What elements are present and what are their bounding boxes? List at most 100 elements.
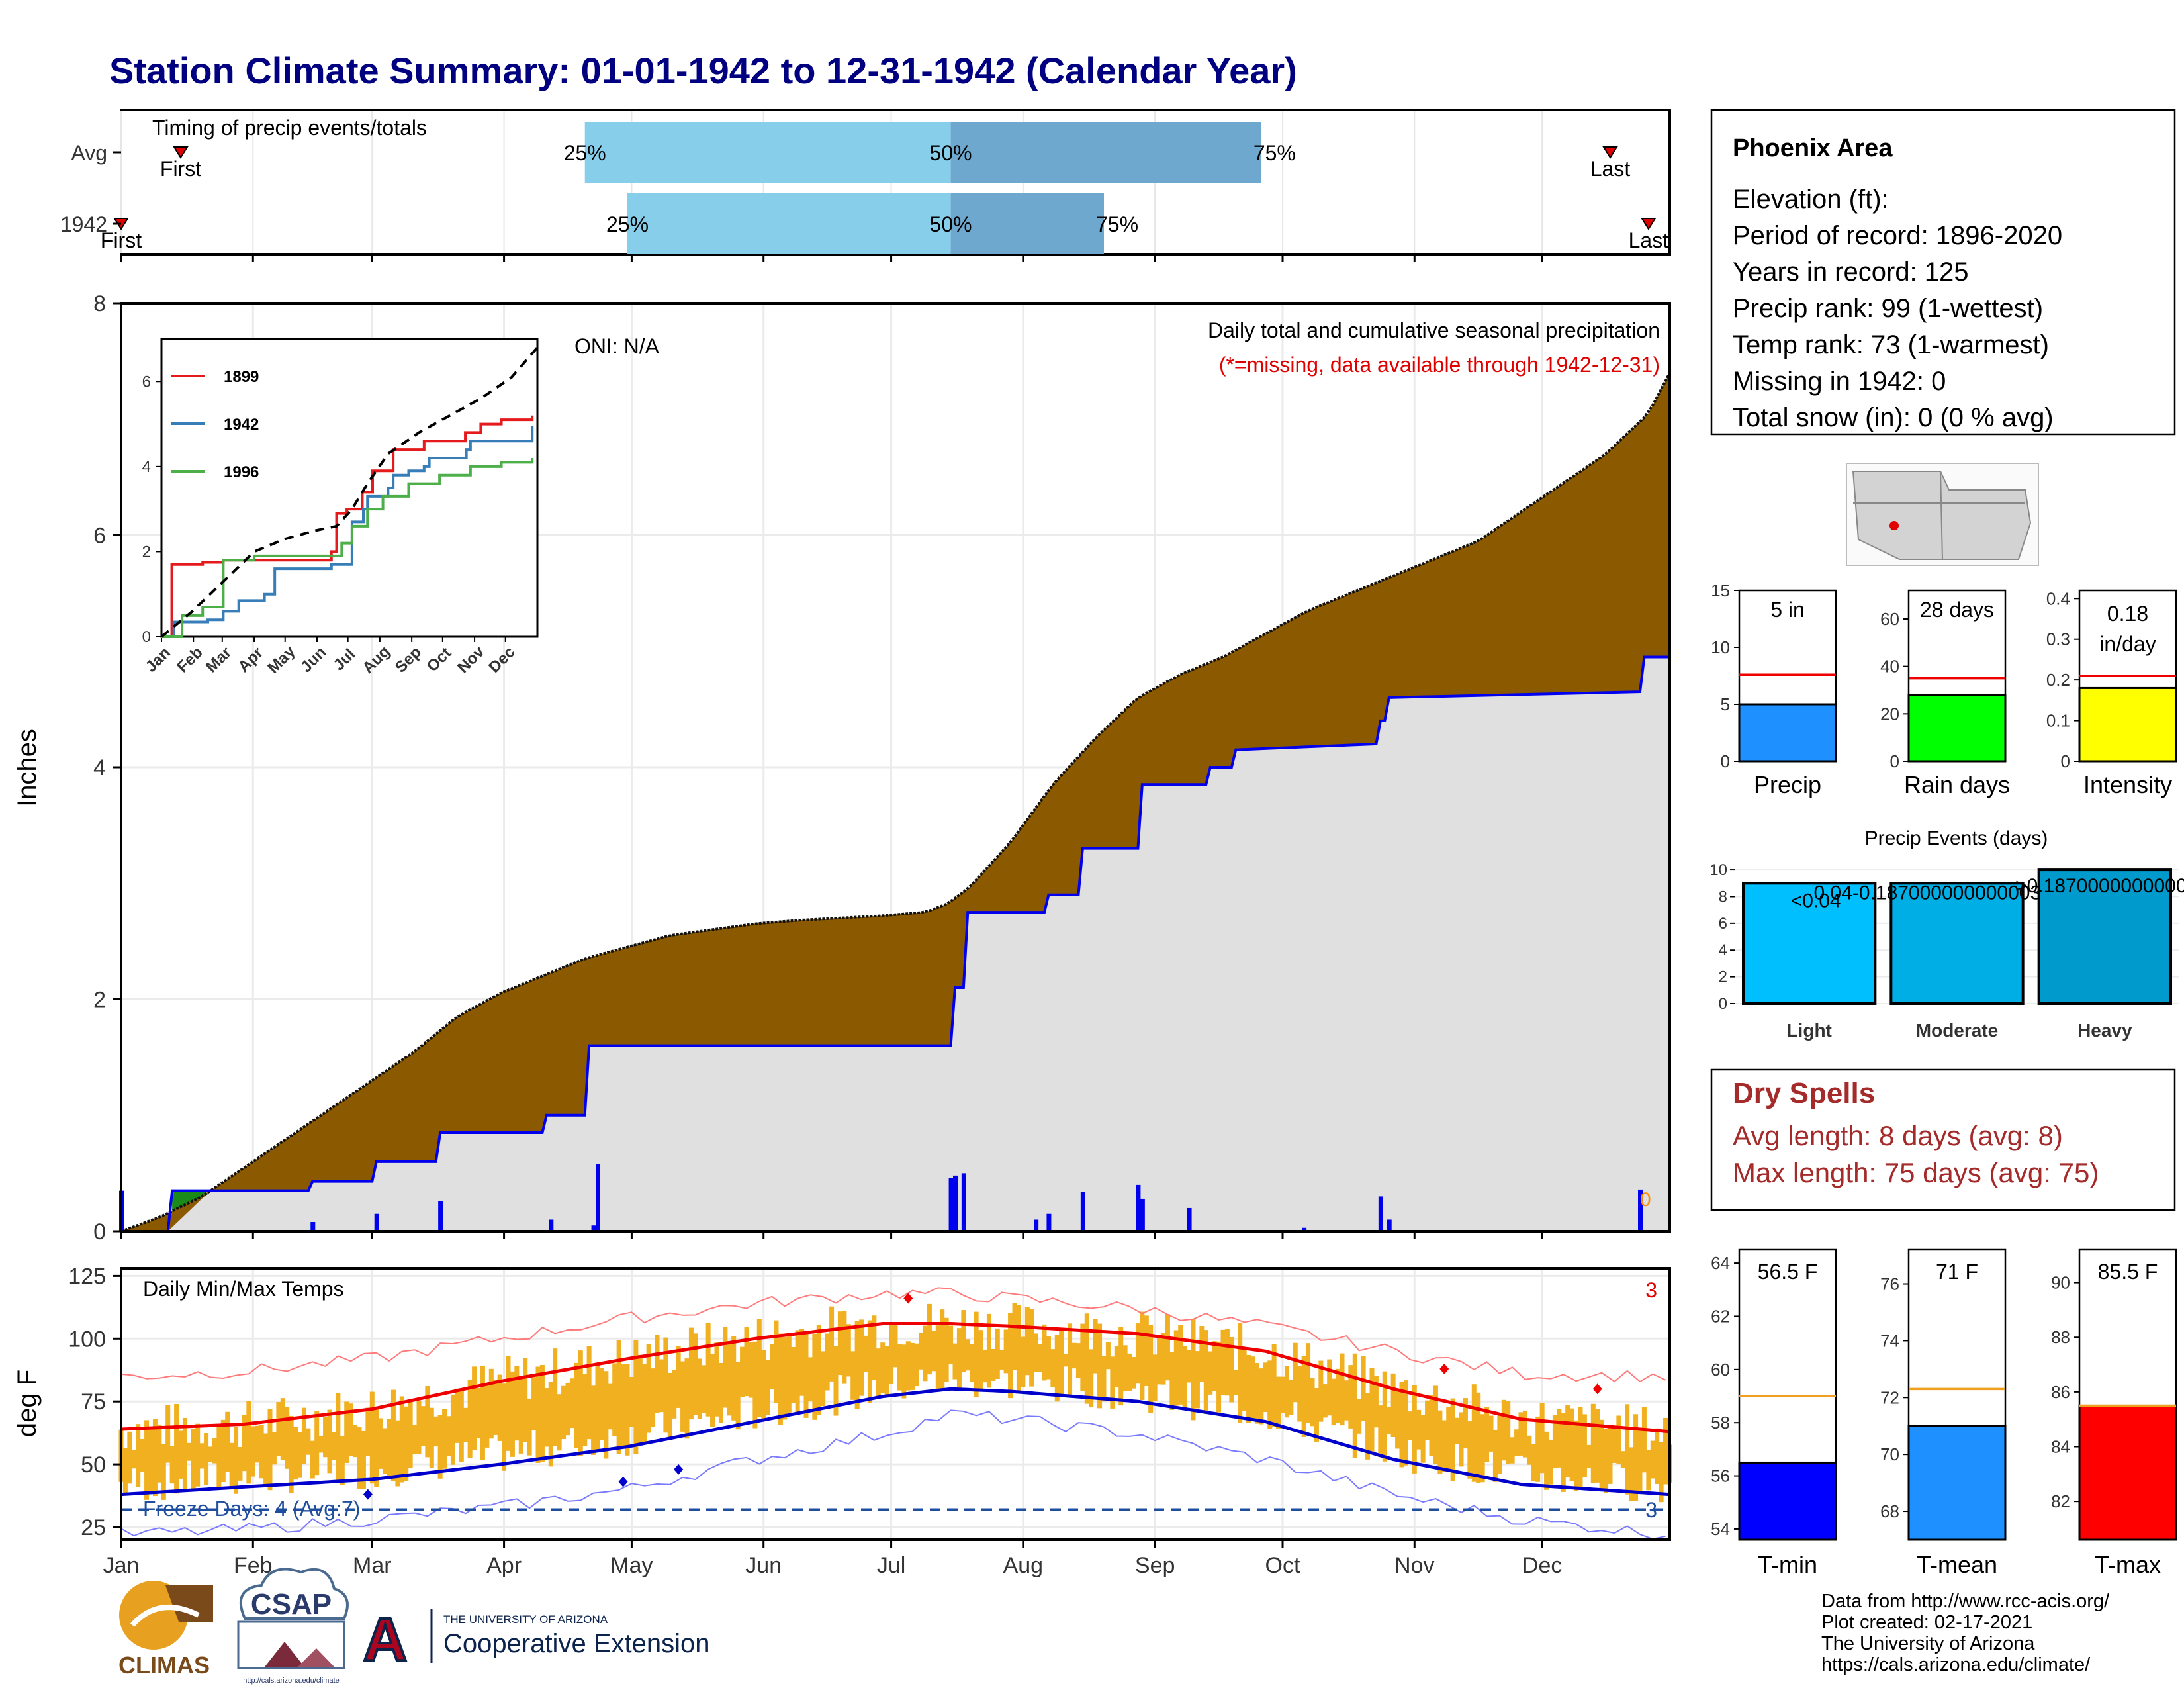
daily-temp-bar [1173,1330,1179,1406]
daily-temp-bar [182,1417,187,1489]
daily-temp-bar [1365,1393,1371,1460]
daily-temp-bar [986,1313,991,1388]
daily-temp-bar [1071,1342,1077,1369]
daily-temp-bar [854,1321,860,1409]
daily-temp-bar [910,1342,915,1390]
daily-temp-bar [569,1378,574,1429]
daily-temp-bar [582,1374,588,1446]
timing-q75-label: 75% [1253,141,1296,165]
record-max-line [120,1287,1666,1383]
daily-temp-bar [416,1401,422,1454]
daily-temp-bar [497,1374,502,1441]
daily-precip-bar [310,1221,316,1231]
locator-map [1846,463,2039,566]
climas-logo: CLIMAS [118,1581,213,1679]
daily-temp-bar [1267,1360,1273,1429]
daily-temp-bar [1441,1420,1447,1473]
first-event-marker [173,146,189,159]
daily-temp-bar [637,1354,643,1443]
daily-temp-bar [774,1320,779,1403]
daily-temp-bar [318,1435,324,1453]
daily-temp-bar [1322,1384,1328,1418]
daily-temp-bar [383,1428,388,1474]
precip-events-chart: Precip Events (days) 0 2 4 6 8 10 Light Moderat… [1709,827,2184,1041]
summary-y-tick-label: 20 [1880,704,1899,724]
timing-q50-label: 50% [930,141,972,165]
daily-temp-bar [1467,1421,1473,1479]
timing-q25-label: 25% [564,141,606,165]
daily-temp-bar [829,1306,835,1382]
daily-temp-bar [220,1419,226,1483]
daily-temp-bar [484,1384,490,1448]
daily-temp-bar [1080,1323,1085,1391]
daily-temp-bar [1459,1412,1464,1467]
precip-y-axis: 0 2 4 6 8 [93,291,1543,1244]
summary-bar-label: Intensity [2083,771,2172,798]
daily-temp-bar [1633,1414,1639,1501]
timing-panel: 25% 50% 75% First Last Avg 25% 50% 75% First Last 1… [60,109,1671,262]
daily-precip-bar [1302,1227,1307,1231]
climas-logo-text: CLIMAS [118,1652,210,1679]
daily-temp-bar [833,1346,839,1416]
daily-temp-bar [676,1346,681,1408]
temp-summary-y-tick-label: 72 [1880,1387,1899,1407]
daily-temp-bar [1480,1414,1485,1483]
daily-temp-bar [884,1346,889,1396]
daily-temp-bar [1604,1429,1609,1493]
temp-lines [120,1287,1670,1540]
summary-y-tick-label: 0.3 [2046,630,2070,649]
daily-temp-bar [208,1446,213,1462]
daily-precip-bar [961,1173,966,1231]
daily-temp-bar [280,1398,285,1460]
inset-series-line [161,458,534,638]
credit-line: The University of Arizona [1821,1633,2035,1654]
daily-temp-bar [1152,1354,1158,1401]
summary-value-label: 0.18 [2107,602,2148,626]
daily-temp-bar [348,1403,353,1456]
daily-temp-bar [744,1327,749,1397]
record-min-line [120,1409,1666,1540]
daily-temp-bar [199,1443,205,1469]
record-point-marker [1592,1383,1602,1395]
temp-summary-bar-label: T-mean [1917,1551,1997,1578]
month-label: Jul [877,1553,905,1578]
summary-y-tick-label: 0 [1721,751,1730,771]
daily-temp-bar [1199,1326,1205,1382]
daily-precip-bar [1136,1184,1141,1231]
daily-temp-bar [1637,1430,1643,1491]
precip-y-tick-label: 0 [93,1219,106,1244]
events-value-label: >0.187000000000003 [2015,875,2184,897]
daily-temp-bar [323,1417,328,1458]
timing-bars: 25% 50% 75% First Last Avg 25% 50% 75% First Last 1… [60,122,1668,254]
daily-temp-bar [293,1427,298,1480]
ua-logo-letter: A [363,1606,407,1673]
temp-summary-bar-label: T-min [1758,1551,1817,1578]
timing-q75-label: 75% [1096,212,1138,236]
temp-summary-y-tick-label: 74 [1880,1331,1899,1350]
daily-temp-bar [1024,1307,1030,1376]
daily-temp-bar [897,1344,902,1391]
daily-temp-bar [1608,1427,1613,1484]
daily-temp-bar [1336,1368,1341,1423]
daily-temp-bar [1038,1344,1043,1372]
daily-temp-bar [1140,1311,1145,1400]
daily-temp-bar [488,1368,494,1439]
daily-temp-bar [1476,1392,1481,1483]
inset-legend-label: 1942 [224,416,259,434]
daily-temp-bar [518,1377,523,1454]
summary-value-bar [1738,703,1837,763]
daily-temp-bar [595,1364,600,1451]
daily-temp-bar [1178,1325,1183,1405]
daily-temp-bar [1284,1366,1289,1418]
daily-temp-bar [480,1366,485,1460]
temp-daily-bars [118,1303,1672,1503]
station-info-line: Elevation (ft): [1733,185,1889,214]
month-label: Dec [1522,1553,1562,1578]
temp-summary-y-tick-label: 76 [1880,1274,1899,1294]
daily-temp-bar [1450,1398,1455,1481]
daily-temp-bar [1063,1354,1068,1367]
daily-temp-bar [710,1354,715,1427]
daily-temp-bar [642,1364,647,1444]
daily-temp-bar [1050,1349,1056,1387]
